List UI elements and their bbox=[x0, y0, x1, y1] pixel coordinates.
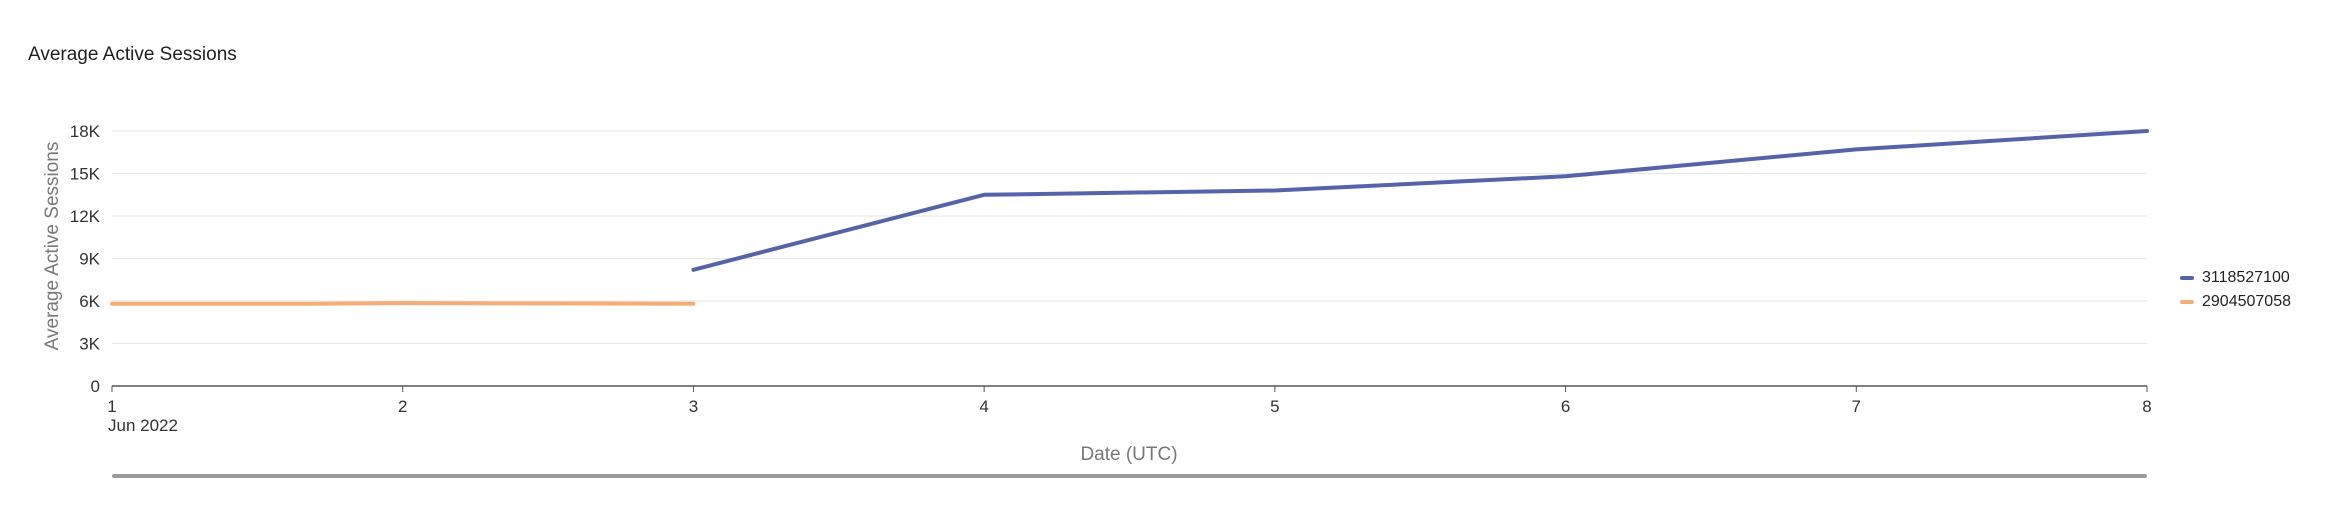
y-tick-label: 9K bbox=[79, 250, 100, 269]
axes bbox=[111, 385, 2148, 392]
y-tick-label: 6K bbox=[79, 292, 100, 311]
series-line-2 bbox=[110, 301, 696, 306]
y-tick-label: 18K bbox=[70, 122, 101, 141]
x-tick-label: 4 bbox=[979, 397, 988, 416]
legend-item-series-2[interactable]: 2904507058 bbox=[2180, 290, 2291, 314]
y-tick-label: 12K bbox=[70, 207, 101, 226]
x-tick-label: 7 bbox=[1852, 397, 1861, 416]
legend-label: 3118527100 bbox=[2202, 269, 2290, 286]
legend: 3118527100 2904507058 bbox=[2180, 266, 2291, 314]
series-lines bbox=[110, 129, 2149, 306]
x-tick-label: 3 bbox=[689, 397, 698, 416]
x-tick-label: 6 bbox=[1561, 397, 1570, 416]
y-tick-label: 3K bbox=[79, 335, 100, 354]
x-tick-label: 8 bbox=[2142, 397, 2151, 416]
legend-item-series-1[interactable]: 3118527100 bbox=[2180, 266, 2291, 290]
legend-label: 2904507058 bbox=[2202, 293, 2291, 310]
chart-title: Average Active Sessions bbox=[28, 44, 237, 65]
y-tick-label: 15K bbox=[70, 165, 101, 184]
x-tick-label: 5 bbox=[1270, 397, 1279, 416]
y-axis-title: Average Active Sessions bbox=[42, 142, 63, 351]
x-tick-labels: 1 2 3 4 5 6 7 8 Jun 2022 bbox=[107, 397, 2151, 435]
gridlines bbox=[112, 130, 2147, 344]
x-subtick-label: Jun 2022 bbox=[108, 416, 178, 435]
y-tick-labels: 0 3K 6K 9K 12K 15K 18K bbox=[70, 122, 101, 396]
range-scrollbar[interactable] bbox=[112, 474, 2147, 478]
x-axis-title: Date (UTC) bbox=[1080, 444, 1177, 465]
legend-swatch bbox=[2180, 300, 2194, 304]
series-line-1 bbox=[691, 129, 2149, 272]
x-tick-label: 1 bbox=[107, 397, 116, 416]
x-tick-label: 2 bbox=[398, 397, 407, 416]
y-tick-label: 0 bbox=[91, 377, 100, 396]
legend-swatch bbox=[2180, 276, 2194, 280]
